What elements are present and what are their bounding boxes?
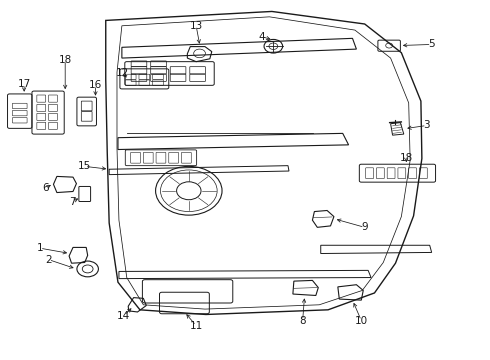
Text: 18: 18 <box>400 153 413 163</box>
Text: 5: 5 <box>428 40 435 49</box>
Text: 8: 8 <box>299 316 306 325</box>
Text: 18: 18 <box>59 55 72 65</box>
Text: 14: 14 <box>117 311 130 320</box>
Text: 7: 7 <box>69 197 76 207</box>
Text: 10: 10 <box>355 316 368 325</box>
Text: 16: 16 <box>89 80 102 90</box>
Text: 4: 4 <box>258 32 265 41</box>
Text: 12: 12 <box>116 68 129 78</box>
Text: 1: 1 <box>36 243 43 253</box>
Text: 13: 13 <box>190 21 203 31</box>
Text: 2: 2 <box>45 255 52 265</box>
Text: 17: 17 <box>18 79 31 89</box>
Text: 6: 6 <box>42 183 49 193</box>
Text: 9: 9 <box>362 222 368 232</box>
Text: 11: 11 <box>190 321 203 330</box>
Text: 3: 3 <box>423 121 430 130</box>
Text: 15: 15 <box>78 161 91 171</box>
